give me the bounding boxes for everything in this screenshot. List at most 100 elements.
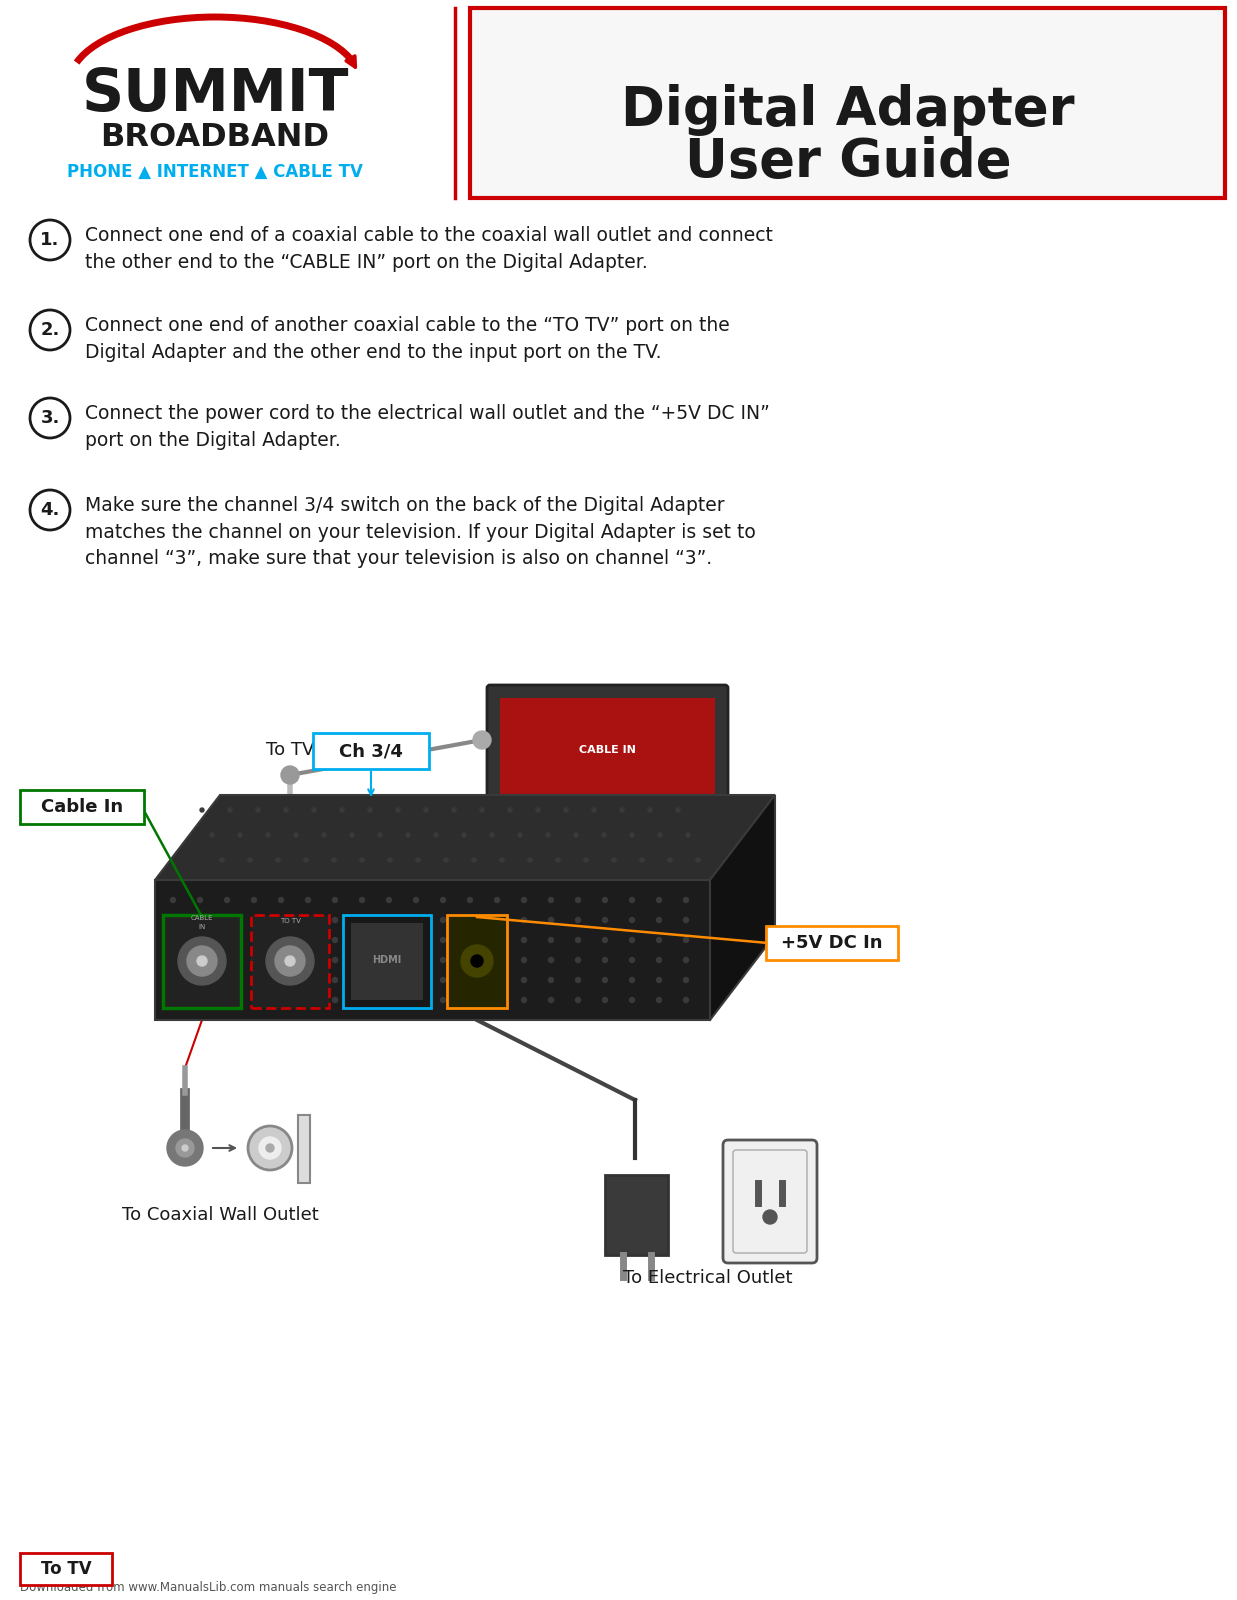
Circle shape <box>333 978 338 982</box>
Circle shape <box>200 808 204 813</box>
Bar <box>500 698 715 798</box>
Circle shape <box>198 917 203 923</box>
Circle shape <box>285 955 294 966</box>
Text: Ch 3/4: Ch 3/4 <box>339 742 403 760</box>
Circle shape <box>548 978 553 982</box>
Circle shape <box>480 808 484 813</box>
Circle shape <box>306 938 310 942</box>
Circle shape <box>276 858 280 862</box>
Circle shape <box>416 858 421 862</box>
Circle shape <box>247 858 252 862</box>
Circle shape <box>684 898 689 902</box>
Circle shape <box>413 917 418 923</box>
Circle shape <box>198 957 203 963</box>
Circle shape <box>468 898 473 902</box>
Circle shape <box>251 917 256 923</box>
Circle shape <box>640 858 644 862</box>
Circle shape <box>440 997 445 1003</box>
Circle shape <box>574 834 578 837</box>
Circle shape <box>360 898 365 902</box>
Circle shape <box>285 808 288 813</box>
Circle shape <box>413 997 418 1003</box>
Circle shape <box>684 938 689 942</box>
Circle shape <box>333 938 338 942</box>
Circle shape <box>522 978 527 982</box>
Circle shape <box>367 808 372 813</box>
Circle shape <box>251 938 256 942</box>
Circle shape <box>468 978 473 982</box>
Circle shape <box>259 1138 281 1158</box>
Circle shape <box>602 978 607 982</box>
Text: BROADBAND: BROADBAND <box>100 123 329 154</box>
Circle shape <box>360 938 365 942</box>
Text: Connect one end of a coaxial cable to the coaxial wall outlet and connect
the ot: Connect one end of a coaxial cable to th… <box>85 226 773 272</box>
Circle shape <box>30 398 71 438</box>
Circle shape <box>536 808 541 813</box>
Bar <box>163 915 241 1008</box>
Text: 2.: 2. <box>41 322 59 339</box>
Circle shape <box>278 957 283 963</box>
Circle shape <box>518 834 522 837</box>
Circle shape <box>630 898 635 902</box>
FancyBboxPatch shape <box>487 685 729 811</box>
Text: Connect one end of another coaxial cable to the “TO TV” port on the
Digital Adap: Connect one end of another coaxial cable… <box>85 317 730 362</box>
Circle shape <box>584 858 588 862</box>
Circle shape <box>413 957 418 963</box>
Circle shape <box>171 978 176 982</box>
Circle shape <box>187 946 216 976</box>
Circle shape <box>198 938 203 942</box>
Circle shape <box>178 938 226 986</box>
Circle shape <box>306 917 310 923</box>
Text: To Electrical Outlet: To Electrical Outlet <box>623 1269 793 1286</box>
Circle shape <box>522 957 527 963</box>
Circle shape <box>548 957 553 963</box>
Circle shape <box>386 917 391 923</box>
Circle shape <box>171 997 176 1003</box>
Circle shape <box>386 997 391 1003</box>
Circle shape <box>413 938 418 942</box>
Circle shape <box>440 938 445 942</box>
Circle shape <box>306 898 310 902</box>
Circle shape <box>657 917 662 923</box>
Circle shape <box>495 957 500 963</box>
Circle shape <box>266 938 314 986</box>
Circle shape <box>658 834 662 837</box>
Circle shape <box>657 898 662 902</box>
Text: PHONE ▲ INTERNET ▲ CABLE TV: PHONE ▲ INTERNET ▲ CABLE TV <box>67 163 362 181</box>
Circle shape <box>30 219 71 259</box>
FancyBboxPatch shape <box>470 8 1225 198</box>
Circle shape <box>281 766 299 784</box>
Circle shape <box>657 957 662 963</box>
Bar <box>251 915 329 1008</box>
Bar <box>605 1174 668 1254</box>
Text: 1.: 1. <box>41 230 59 250</box>
Circle shape <box>396 808 400 813</box>
Circle shape <box>440 898 445 902</box>
Circle shape <box>575 917 580 923</box>
Circle shape <box>413 978 418 982</box>
Circle shape <box>278 978 283 982</box>
Circle shape <box>167 1130 203 1166</box>
Text: 4.: 4. <box>41 501 59 518</box>
Circle shape <box>461 834 466 837</box>
Text: Connect the power cord to the electrical wall outlet and the “+5V DC IN”
port on: Connect the power cord to the electrical… <box>85 403 769 450</box>
Circle shape <box>522 938 527 942</box>
Circle shape <box>473 731 491 749</box>
Circle shape <box>548 938 553 942</box>
Circle shape <box>546 834 550 837</box>
Circle shape <box>224 917 230 923</box>
FancyBboxPatch shape <box>722 1139 816 1262</box>
Circle shape <box>564 808 568 813</box>
Circle shape <box>495 978 500 982</box>
Circle shape <box>210 834 214 837</box>
Circle shape <box>630 917 635 923</box>
Circle shape <box>522 917 527 923</box>
Circle shape <box>575 978 580 982</box>
Circle shape <box>696 858 700 862</box>
Circle shape <box>500 858 503 862</box>
Circle shape <box>251 997 256 1003</box>
Circle shape <box>182 1146 188 1150</box>
Circle shape <box>630 938 635 942</box>
Circle shape <box>278 997 283 1003</box>
Circle shape <box>379 834 382 837</box>
